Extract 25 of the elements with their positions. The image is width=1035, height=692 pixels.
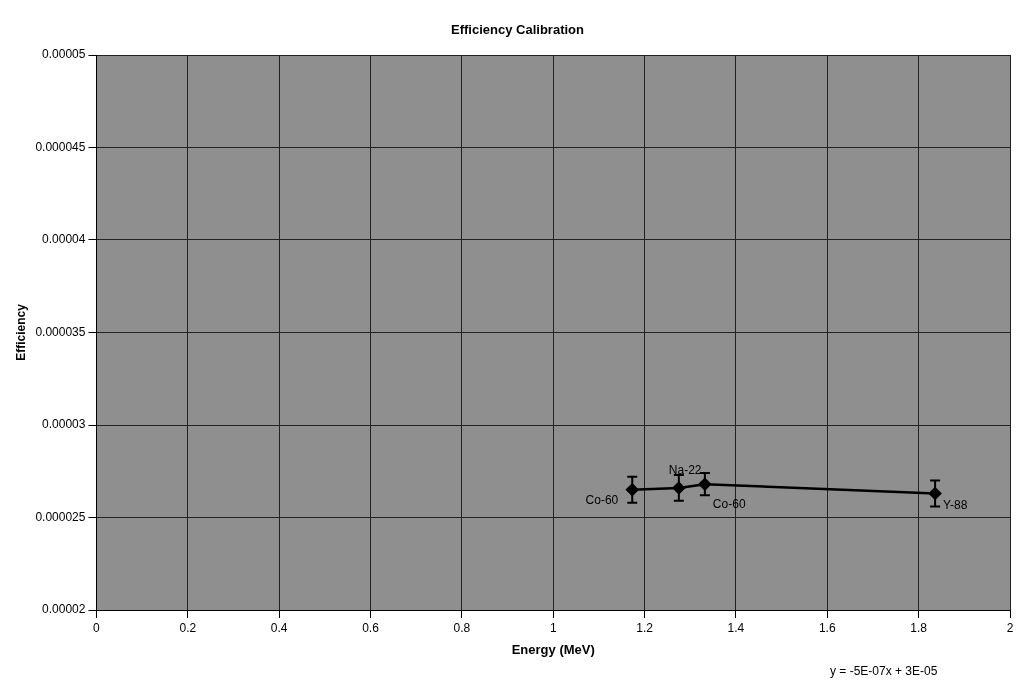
x-tick-label: 0.6 <box>362 620 380 635</box>
x-tick-label: 1.8 <box>910 620 928 635</box>
y-tick-label: 0.00003 <box>42 417 86 432</box>
x-tick-label: 1.4 <box>727 620 745 635</box>
y-tick-label: 0.000045 <box>35 139 86 154</box>
y-tick-label: 0.00005 <box>42 47 86 62</box>
annotation: Na-22 <box>668 462 702 477</box>
text: y = -5E-07x + 3E-05 <box>830 664 938 678</box>
y-tick-label: 0.00004 <box>42 232 86 247</box>
x-tick-label: 1.2 <box>636 620 654 635</box>
chart-title: Efficiency Calibration <box>450 22 585 37</box>
x-tick-label: 1 <box>549 620 557 635</box>
x-tick-label: 1.6 <box>818 620 836 635</box>
annotation: Co-60 <box>585 492 619 507</box>
x-tick-label: 0 <box>93 620 101 635</box>
annotation: Y-88 <box>943 498 968 513</box>
x-tick-label: 0.8 <box>453 620 471 635</box>
x-tick-label: 2 <box>1006 620 1014 635</box>
y-tick-label: 0.00002 <box>42 602 86 617</box>
y-tick-label: 0.000025 <box>35 509 86 524</box>
y-tick-label: 0.000035 <box>35 324 86 339</box>
x-tick-label: 0.4 <box>270 620 288 635</box>
y-axis-title: Efficiency <box>13 303 28 361</box>
x-tick-label: 0.2 <box>179 620 197 635</box>
x-axis-title: Energy (MeV) <box>511 641 595 657</box>
